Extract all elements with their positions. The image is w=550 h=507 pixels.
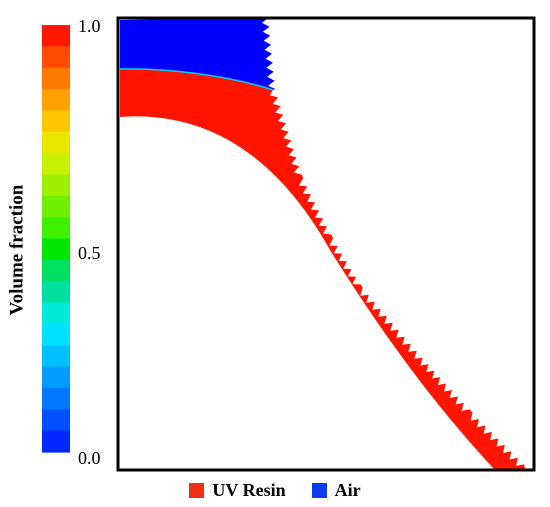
legend-item-resin: UV Resin [189, 480, 286, 501]
colorbar-band [42, 153, 70, 176]
colorbar-band [42, 174, 70, 197]
colorbar [42, 25, 70, 453]
air-swatch [311, 483, 327, 498]
legend-label-air: Air [334, 480, 361, 500]
colorbar-band [42, 430, 70, 453]
colorbar-band [42, 409, 70, 432]
colorbar-band [42, 67, 70, 90]
colorbar-band [42, 46, 70, 69]
colorbar-band [42, 259, 70, 282]
colorbar-band [42, 345, 70, 368]
colorbar-band [42, 217, 70, 240]
colorbar-tick-min: 0.0 [78, 448, 101, 468]
plot-frame [116, 16, 536, 472]
colorbar-band [42, 110, 70, 133]
colorbar-band [42, 25, 70, 47]
colorbar-band [42, 302, 70, 325]
legend-item-air: Air [311, 480, 361, 501]
air-region [120, 17, 276, 91]
legend-label-resin: UV Resin [212, 480, 286, 500]
colorbar-band [42, 131, 70, 154]
colorbar-band [42, 238, 70, 261]
colorbar-label: Volume fraction [2, 120, 32, 380]
interface-line [119, 68, 274, 91]
colorbar-band [42, 281, 70, 304]
resin-region [120, 68, 525, 471]
colorbar-band [42, 323, 70, 346]
colorbar-label-text: Volume fraction [6, 184, 28, 316]
colorbar-band [42, 195, 70, 218]
colorbar-tick-max: 1.0 [78, 16, 101, 36]
colorbar-band [42, 387, 70, 410]
legend: UV Resin Air [0, 480, 550, 501]
resin-swatch [189, 483, 205, 498]
colorbar-tick-mid: 0.5 [78, 243, 101, 263]
colorbar-band [42, 89, 70, 111]
colorbar-band [42, 366, 70, 389]
